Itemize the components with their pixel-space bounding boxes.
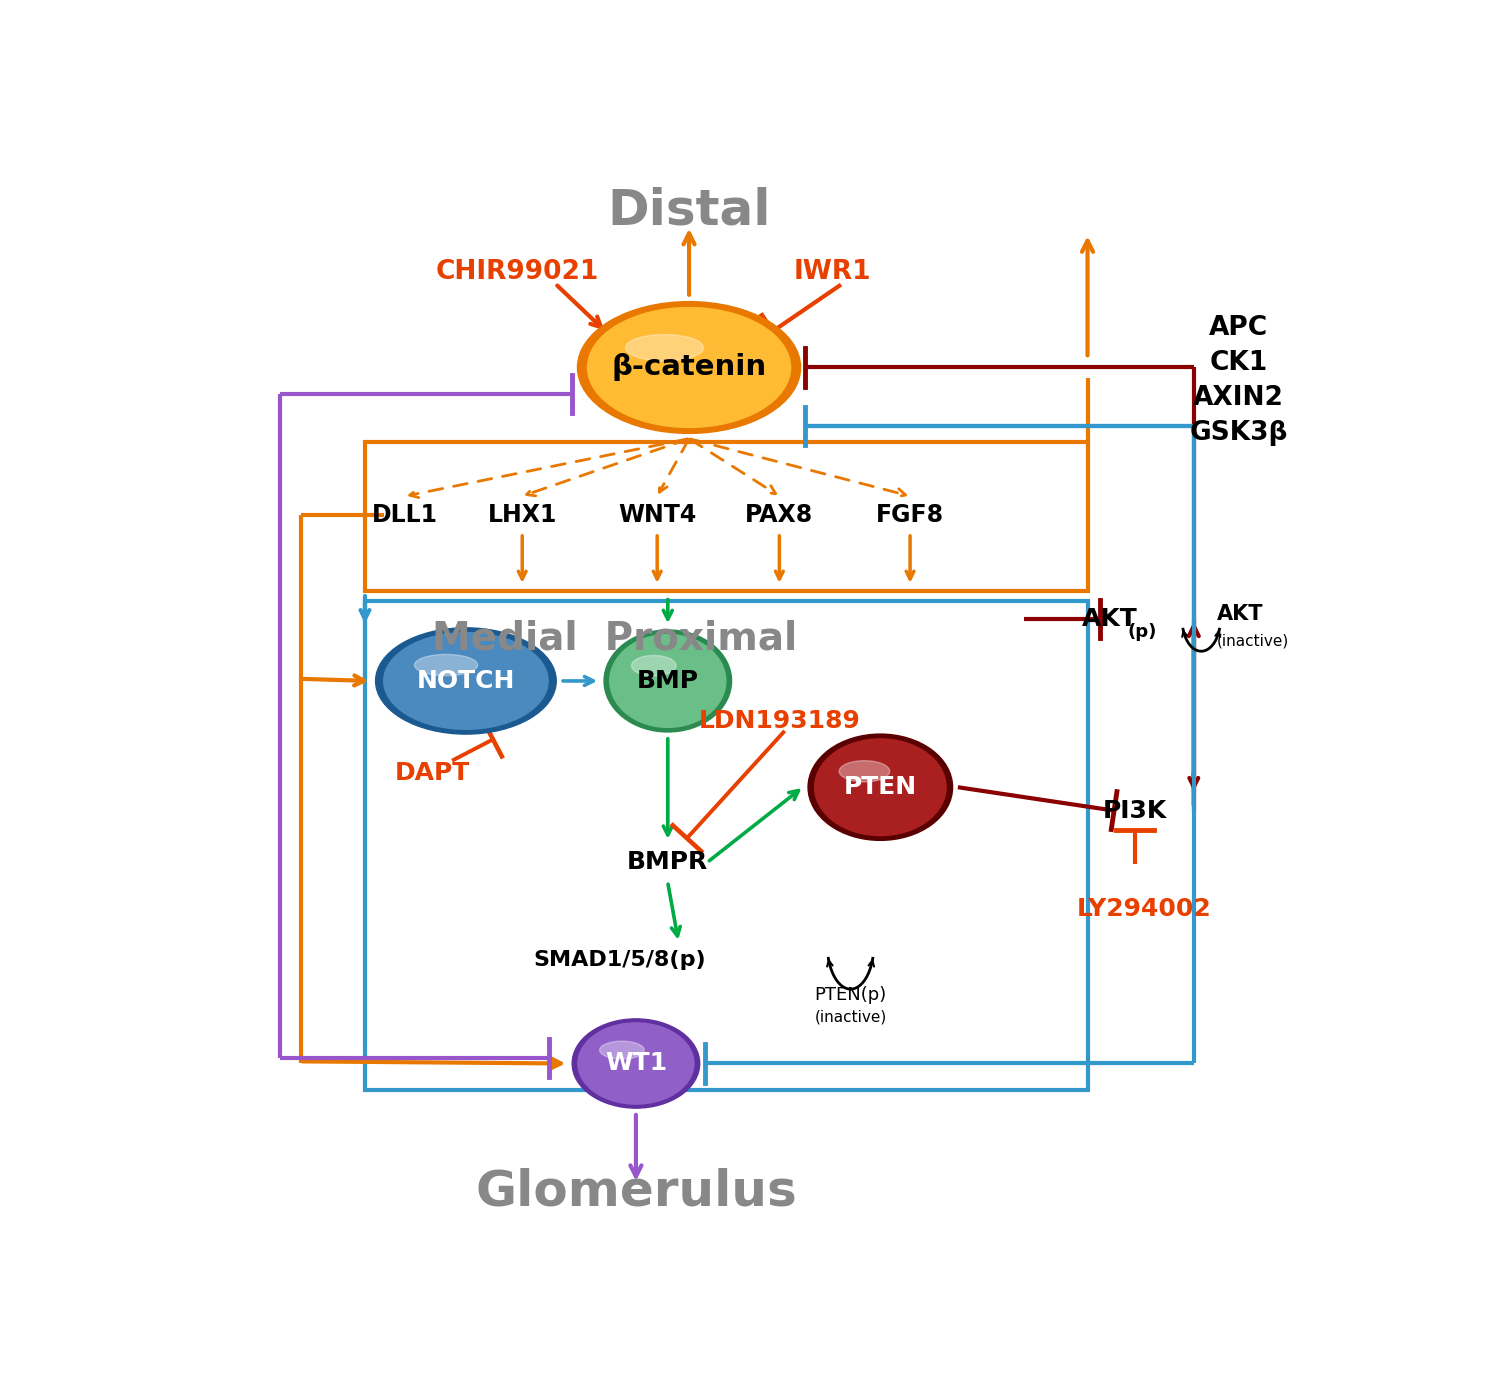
Ellipse shape — [588, 308, 790, 428]
FancyArrowPatch shape — [690, 439, 776, 494]
Text: PAX8: PAX8 — [746, 504, 813, 527]
Text: LHX1: LHX1 — [488, 504, 556, 527]
Text: PTEN(p): PTEN(p) — [815, 987, 886, 1005]
Text: LY294002: LY294002 — [1077, 897, 1210, 922]
Text: Distal: Distal — [608, 186, 771, 235]
Text: Glomerulus: Glomerulus — [476, 1167, 796, 1214]
Ellipse shape — [600, 1041, 644, 1058]
FancyArrowPatch shape — [410, 439, 687, 498]
Ellipse shape — [414, 654, 477, 676]
Text: AKT: AKT — [1082, 607, 1138, 631]
Ellipse shape — [808, 734, 952, 840]
Text: SMAD1/5/8(p): SMAD1/5/8(p) — [534, 951, 706, 970]
FancyArrowPatch shape — [526, 439, 687, 495]
Ellipse shape — [375, 628, 556, 734]
Ellipse shape — [626, 334, 704, 362]
Ellipse shape — [632, 656, 676, 676]
Text: (p): (p) — [1128, 624, 1158, 642]
Text: APC
CK1
AXIN2
GSK3β: APC CK1 AXIN2 GSK3β — [1190, 315, 1287, 446]
Ellipse shape — [815, 738, 946, 835]
Ellipse shape — [604, 629, 732, 731]
Ellipse shape — [839, 760, 890, 782]
Text: CHIR99021: CHIR99021 — [435, 259, 598, 284]
Text: (inactive): (inactive) — [815, 1009, 886, 1024]
Text: β-catenin: β-catenin — [612, 353, 766, 381]
Ellipse shape — [578, 302, 801, 433]
FancyArrowPatch shape — [690, 439, 906, 497]
Text: AKT: AKT — [1216, 604, 1263, 624]
Text: LDN193189: LDN193189 — [699, 709, 861, 733]
Text: BMPR: BMPR — [627, 850, 708, 874]
Text: DLL1: DLL1 — [372, 504, 438, 527]
Text: DAPT: DAPT — [394, 762, 470, 785]
FancyArrowPatch shape — [660, 440, 688, 493]
Text: Medial  Proximal: Medial Proximal — [432, 620, 798, 657]
Text: NOTCH: NOTCH — [417, 669, 514, 693]
Text: (inactive): (inactive) — [1216, 633, 1290, 649]
Ellipse shape — [572, 1018, 699, 1108]
Text: BMP: BMP — [638, 669, 699, 693]
Text: IWR1: IWR1 — [794, 259, 871, 284]
Text: WT1: WT1 — [604, 1052, 668, 1075]
Text: WNT4: WNT4 — [618, 504, 696, 527]
Text: PI3K: PI3K — [1102, 799, 1167, 822]
Ellipse shape — [384, 632, 548, 729]
Text: FGF8: FGF8 — [876, 504, 944, 527]
Ellipse shape — [610, 635, 726, 727]
Ellipse shape — [578, 1023, 694, 1104]
Text: PTEN: PTEN — [844, 776, 916, 799]
